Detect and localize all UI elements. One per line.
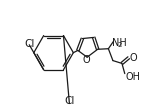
Text: NH: NH <box>112 38 127 47</box>
Text: Cl: Cl <box>65 95 75 105</box>
Text: Cl: Cl <box>25 39 35 49</box>
Text: 2: 2 <box>117 42 122 48</box>
Text: OH: OH <box>125 71 140 81</box>
Text: O: O <box>129 52 137 62</box>
Text: O: O <box>82 55 90 65</box>
